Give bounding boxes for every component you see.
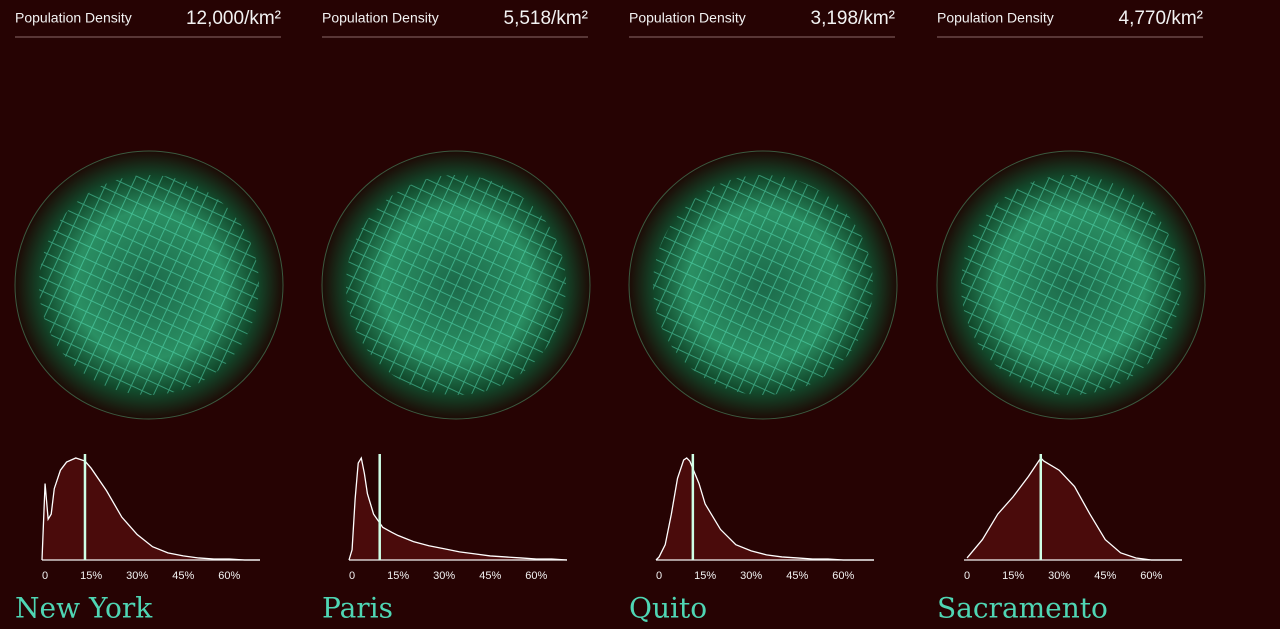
x-tick-label: 0: [42, 570, 48, 582]
area-fill: [42, 458, 260, 560]
area-fill: [656, 458, 874, 560]
density-curve: [966, 456, 1182, 561]
area-fill: [967, 458, 1182, 560]
city-map-streets: [653, 175, 873, 395]
x-tick-label: 45%: [786, 570, 808, 582]
x-tick-label: 30%: [126, 570, 148, 582]
x-tick-label: 30%: [433, 570, 455, 582]
x-tick-label: 0: [656, 570, 662, 582]
density-value: 3,198/km²: [811, 8, 895, 29]
density-curve: [655, 457, 874, 561]
x-tick-label: 15%: [694, 570, 716, 582]
density-value: 4,770/km²: [1119, 8, 1203, 29]
density-curve: [41, 457, 260, 561]
area-fill: [349, 458, 567, 560]
x-tick-label: 15%: [80, 570, 102, 582]
density-value: 12,000/km²: [186, 8, 281, 29]
x-tick-label: 45%: [172, 570, 194, 582]
x-tick-label: 15%: [1002, 570, 1024, 582]
x-tick-label: 30%: [740, 570, 762, 582]
city-map-streets: [961, 175, 1181, 395]
x-tick-label: 0: [964, 570, 970, 582]
x-tick-label: 45%: [1094, 570, 1116, 582]
density-value: 5,518/km²: [504, 8, 588, 29]
x-tick-label: 30%: [1048, 570, 1070, 582]
x-tick-label: 60%: [525, 570, 547, 582]
x-tick-label: 60%: [218, 570, 240, 582]
city-name: Quito: [629, 592, 707, 625]
header-label: Population Density: [15, 10, 132, 26]
city-name: Sacramento: [937, 592, 1108, 625]
x-tick-label: 15%: [387, 570, 409, 582]
city-map-streets: [346, 175, 566, 395]
header-label: Population Density: [629, 10, 746, 26]
header-label: Population Density: [322, 10, 439, 26]
city-map-streets: [39, 175, 259, 395]
city-name: Paris: [322, 592, 393, 625]
x-tick-label: 60%: [832, 570, 854, 582]
density-curve: [348, 456, 568, 561]
x-tick-label: 0: [349, 570, 355, 582]
x-tick-label: 45%: [479, 570, 501, 582]
x-tick-label: 60%: [1140, 570, 1162, 582]
city-name: New York: [15, 592, 153, 625]
header-label: Population Density: [937, 10, 1054, 26]
